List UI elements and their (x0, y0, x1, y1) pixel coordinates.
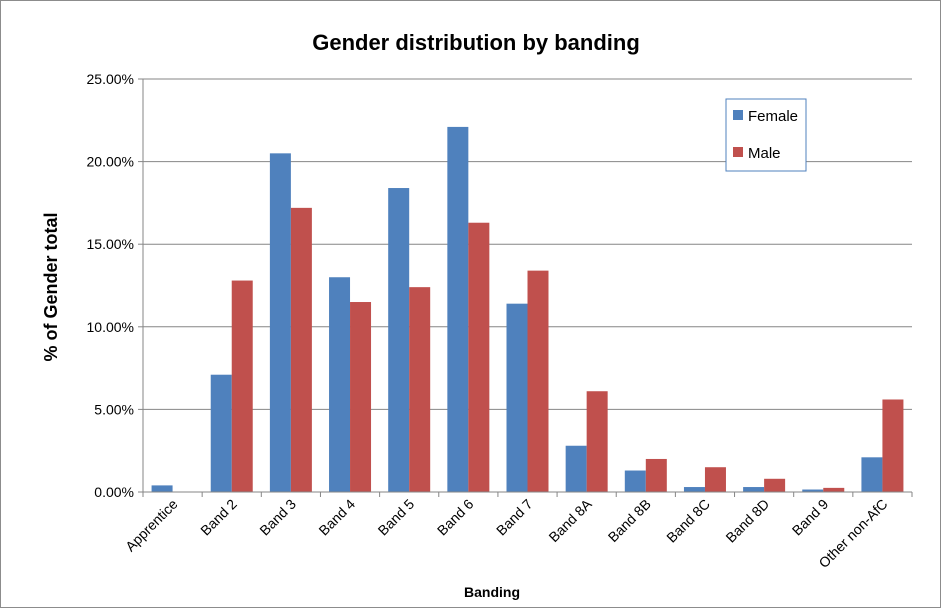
bar-male-band-8b (645, 458, 667, 492)
x-tick-label: Band 4 (315, 496, 358, 539)
bar-male-band-9 (823, 487, 845, 492)
y-tick-label: 10.00% (87, 319, 134, 335)
bar-male-band-8c (704, 467, 726, 492)
bar-female-band-8b (624, 470, 646, 492)
x-tick-label: Band 3 (256, 496, 299, 539)
y-tick-label: 20.00% (87, 154, 134, 170)
x-tick-label: Apprentice (122, 496, 181, 555)
x-tick-label: Band 8B (605, 496, 654, 545)
y-tick-label: 15.00% (87, 236, 134, 252)
x-tick-label: Band 8D (722, 496, 772, 546)
bars (151, 126, 904, 493)
y-tick-label: 25.00% (87, 71, 134, 87)
x-axis-label: Banding (464, 584, 520, 600)
bar-female-band-2 (210, 374, 232, 492)
bar-female-band-4 (329, 277, 351, 492)
bar-female-band-5 (388, 188, 410, 493)
x-tick-label: Band 6 (434, 496, 477, 539)
x-tick-label: Band 2 (197, 496, 240, 539)
bar-male-band-2 (231, 280, 253, 492)
bar-female-band-8d (743, 487, 765, 492)
y-tick-label: 0.00% (94, 484, 134, 500)
bar-female-band-9 (802, 489, 824, 492)
y-tick-label: 5.00% (94, 401, 134, 417)
bar-male-band-8a (586, 391, 608, 492)
bar-male-band-7 (527, 270, 549, 492)
x-tick-label: Band 7 (493, 496, 536, 539)
legend: Female Male (725, 98, 807, 172)
bar-male-band-8d (764, 478, 786, 492)
bar-female-band-7 (506, 303, 528, 492)
bar-male-other-non-afc (882, 399, 904, 492)
legend-label-female: Female (748, 108, 798, 125)
chart-title: Gender distribution by banding (312, 30, 640, 55)
legend-swatch-female (733, 110, 743, 120)
bar-female-other-non-afc (861, 457, 883, 492)
legend-swatch-male (733, 147, 743, 157)
x-tick-label: Band 9 (789, 496, 832, 539)
x-tick-label: Band 5 (375, 496, 418, 539)
bar-female-apprentice (151, 485, 173, 492)
bar-female-band-8a (565, 445, 587, 492)
legend-label-male: Male (748, 145, 781, 162)
x-tick-label: Band 8C (663, 496, 713, 546)
y-axis-label: % of Gender total (41, 212, 61, 361)
bar-female-band-6 (447, 126, 469, 493)
bar-male-band-6 (468, 222, 490, 492)
bar-female-band-8c (683, 487, 705, 492)
x-axis-ticks: Apprentice Band 2 Band 3 Band 4 Band 5 Band 6… (122, 492, 913, 571)
bar-male-band-5 (409, 287, 431, 492)
x-tick-label: Band 8A (545, 495, 595, 545)
bar-female-band-3 (269, 153, 291, 492)
axes (142, 79, 912, 493)
bar-male-band-4 (350, 302, 372, 492)
bar-male-band-3 (290, 207, 312, 492)
y-axis-ticks: 0.00% 5.00% 10.00% 15.00% 20.00% 25.00% (87, 71, 143, 500)
